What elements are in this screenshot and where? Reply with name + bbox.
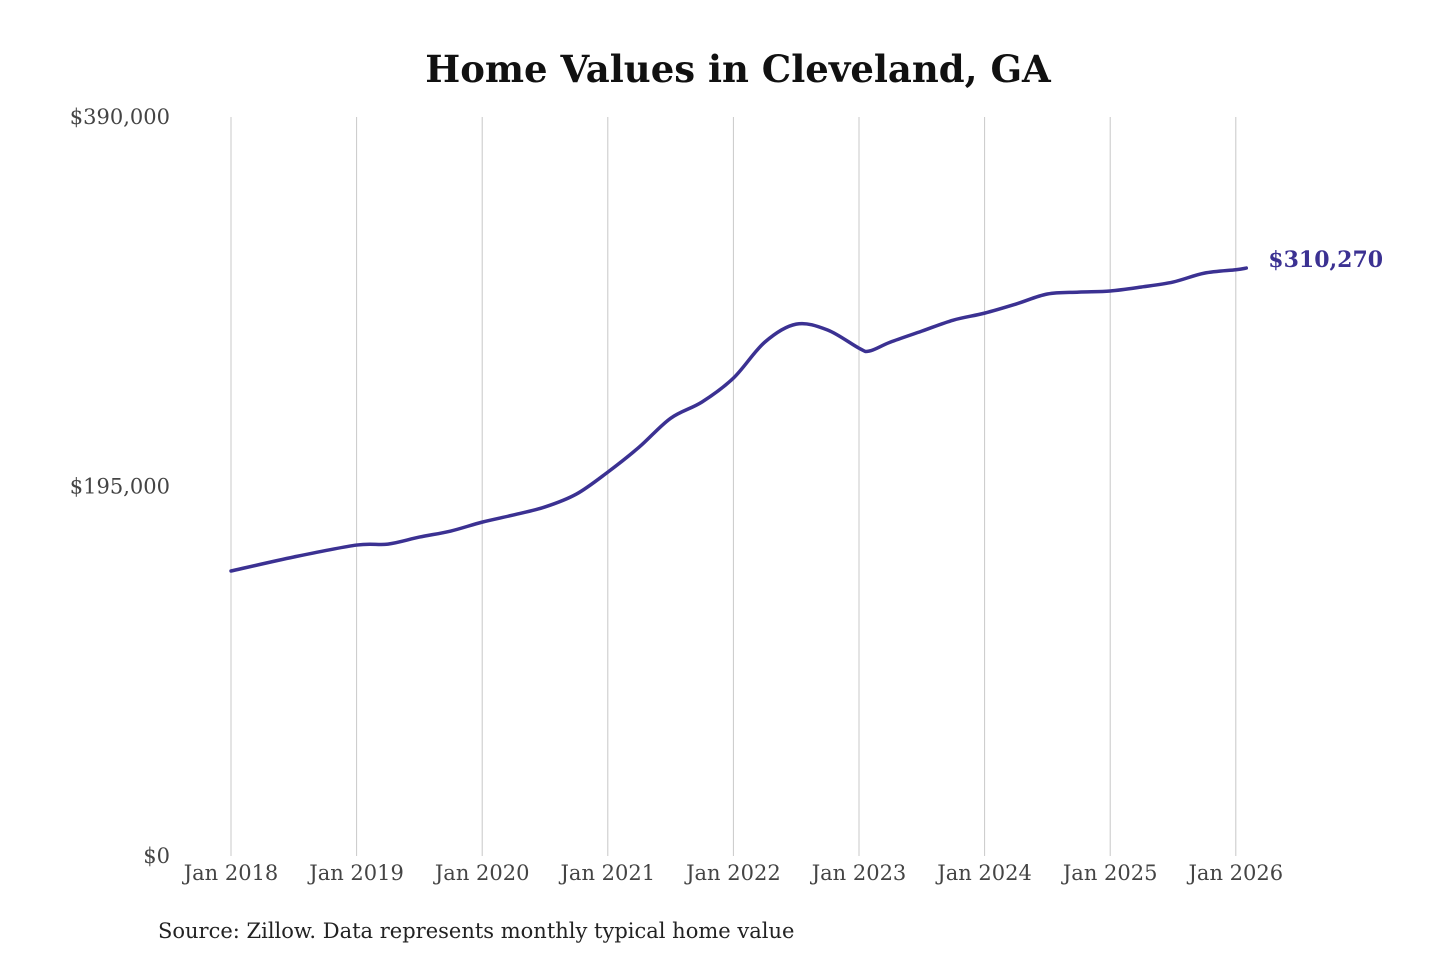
x-tick-label: Jan 2021 xyxy=(559,861,656,885)
y-tick-label: $390,000 xyxy=(70,105,170,129)
x-tick-label: Jan 2026 xyxy=(1187,861,1284,885)
y-axis-ticks: $0 $195,000 $390,000 xyxy=(70,105,170,868)
x-tick-label: Jan 2018 xyxy=(182,861,279,885)
x-tick-label: Jan 2020 xyxy=(433,861,530,885)
series-line xyxy=(229,266,1249,573)
x-tick-label: Jan 2022 xyxy=(684,861,781,885)
end-value-label: $310,270 xyxy=(1268,247,1383,273)
x-tick-label: Jan 2025 xyxy=(1061,861,1158,885)
x-tick-label: Jan 2019 xyxy=(307,861,404,885)
y-tick-label: $195,000 xyxy=(70,475,170,499)
y-tick-label: $0 xyxy=(143,844,170,868)
gridlines xyxy=(230,117,1237,856)
source-note: Source: Zillow. Data represents monthly … xyxy=(158,919,794,943)
x-tick-label: Jan 2024 xyxy=(935,861,1032,885)
chart-title: Home Values in Cleveland, GA xyxy=(425,47,1052,91)
x-axis-ticks: Jan 2018 Jan 2019 Jan 2020 Jan 2021 Jan 2022… xyxy=(182,861,1283,885)
x-tick-label: Jan 2023 xyxy=(810,861,907,885)
